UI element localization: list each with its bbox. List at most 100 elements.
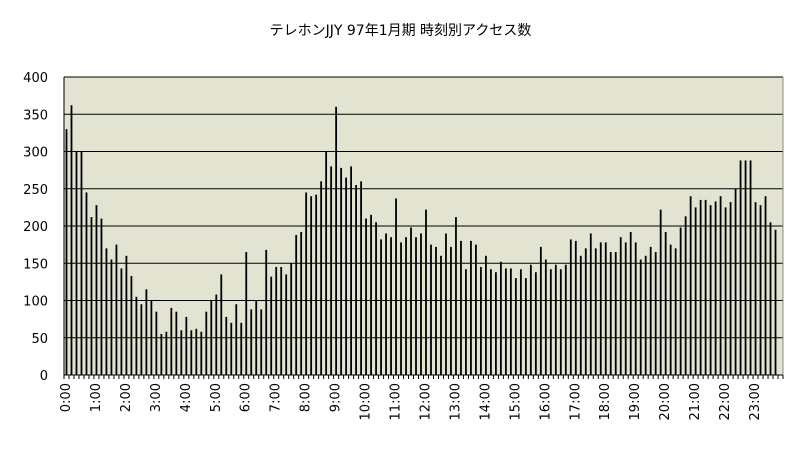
- bar: [130, 275, 133, 375]
- bar: [649, 246, 652, 375]
- bar: [400, 242, 402, 375]
- bar: [579, 255, 582, 375]
- bar: [160, 334, 163, 375]
- bar: [350, 166, 352, 375]
- bar: [180, 330, 183, 375]
- bar: [475, 244, 477, 376]
- y-tick-label: 100: [23, 295, 48, 310]
- bar: [694, 207, 697, 376]
- x-tick-label: 4:00: [179, 383, 194, 412]
- bar: [415, 237, 417, 375]
- bar: [679, 227, 682, 375]
- bar: [270, 276, 273, 375]
- x-tick-label: 11:00: [389, 383, 404, 420]
- bar: [704, 199, 707, 375]
- bar: [300, 231, 303, 375]
- bar: [150, 300, 153, 375]
- bar: [774, 229, 777, 375]
- bar: [559, 269, 562, 375]
- bar: [534, 272, 537, 375]
- bar: [769, 222, 772, 375]
- bar: [614, 252, 617, 375]
- bar: [599, 242, 602, 375]
- bar: [360, 181, 362, 375]
- bar: [460, 240, 462, 375]
- y-tick-label: 400: [23, 71, 48, 86]
- bar: [524, 278, 527, 375]
- bar: [240, 322, 243, 375]
- bar: [315, 194, 318, 375]
- x-tick-label: 20:00: [658, 383, 673, 420]
- x-tick-label: 5:00: [209, 383, 224, 412]
- x-tick-label: 3:00: [149, 383, 164, 412]
- bar: [664, 231, 667, 375]
- bar: [564, 264, 567, 375]
- bar: [604, 242, 607, 375]
- x-tick-label: 14:00: [478, 383, 493, 420]
- bar: [450, 246, 452, 375]
- bar: [255, 300, 258, 375]
- bar: [519, 269, 522, 375]
- bar: [145, 289, 148, 375]
- bar: [744, 160, 747, 375]
- chart-title: テレホンJJY 97年1月期 時刻別アクセス数: [269, 23, 532, 39]
- bar: [85, 192, 88, 375]
- bar: [739, 160, 742, 375]
- bar: [495, 272, 497, 375]
- bar: [65, 129, 68, 375]
- bar: [95, 205, 98, 375]
- bar: [709, 205, 712, 375]
- bar: [170, 307, 173, 375]
- bar: [70, 105, 73, 375]
- y-tick-label: 200: [23, 220, 48, 235]
- bar: [110, 259, 113, 375]
- bar: [365, 218, 367, 375]
- bar: [320, 181, 323, 375]
- bar: [260, 309, 263, 375]
- bar: [340, 167, 343, 375]
- bar: [609, 252, 612, 375]
- bar: [200, 331, 203, 375]
- bar: [165, 331, 168, 375]
- bar: [504, 268, 507, 375]
- bar: [445, 233, 447, 375]
- bar: [425, 209, 427, 375]
- bar: [125, 255, 128, 375]
- bar: [699, 199, 702, 375]
- bar: [539, 246, 542, 375]
- bar: [120, 268, 123, 375]
- bar: [420, 233, 422, 375]
- bar: [589, 233, 592, 375]
- bar: [465, 269, 467, 375]
- bar: [105, 248, 108, 375]
- bar: [380, 239, 382, 375]
- bar: [490, 269, 492, 375]
- x-tick-label: 9:00: [329, 383, 344, 412]
- bar: [514, 278, 517, 375]
- bar: [594, 248, 597, 375]
- bar: [764, 196, 767, 375]
- bar: [639, 259, 642, 375]
- bar: [554, 264, 557, 375]
- bar: [285, 274, 288, 375]
- bar: [634, 242, 637, 375]
- bar: [674, 248, 677, 375]
- bar: [205, 311, 208, 375]
- y-tick-label: 250: [23, 183, 48, 198]
- bar: [749, 160, 752, 375]
- bar: [210, 300, 213, 375]
- bar: [310, 196, 313, 375]
- bar: [385, 233, 387, 375]
- y-tick-label: 150: [23, 257, 48, 272]
- bar: [220, 274, 223, 375]
- bar: [754, 202, 757, 375]
- bar: [290, 263, 293, 375]
- bar: [624, 242, 627, 375]
- bar: [714, 201, 717, 375]
- bar: [90, 217, 93, 375]
- bar: [115, 244, 118, 376]
- bar: [410, 227, 412, 375]
- y-tick-label: 300: [23, 146, 48, 161]
